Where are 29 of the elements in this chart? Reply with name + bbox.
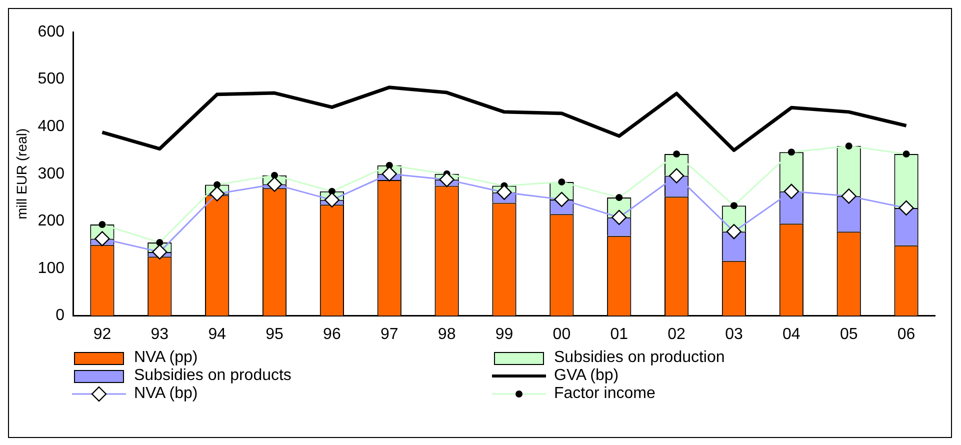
x-tick-label: 99 (495, 326, 514, 343)
y-tick-label: 600 (38, 23, 65, 40)
y-tick-label: 300 (38, 165, 65, 182)
legend-label: NVA (pp) (134, 349, 198, 367)
x-tick-label: 92 (93, 326, 112, 343)
y-tick-label: 500 (38, 70, 65, 88)
y-axis-title: mill EUR (real) (13, 128, 30, 220)
x-tick-label: 05 (840, 326, 858, 343)
x-tick-label: 97 (380, 326, 398, 343)
x-tick-label: 03 (725, 326, 743, 343)
x-tick-label: 95 (266, 326, 284, 343)
x-tick-label: 00 (552, 326, 571, 343)
y-tick-label: 100 (38, 260, 65, 277)
y-tick-label: 400 (38, 118, 65, 136)
y-tick-label: 200 (38, 212, 65, 230)
legend-label: GVA (bp) (554, 367, 619, 385)
x-tick-label: 06 (897, 326, 916, 343)
x-tick-label: 98 (438, 326, 456, 343)
legend-label: Subsidies on products (134, 367, 292, 385)
legend-label: Subsidies on production (554, 349, 725, 367)
x-tick-label: 02 (668, 326, 686, 343)
y-tick-label: 0 (56, 307, 65, 324)
x-tick-label: 96 (323, 326, 341, 343)
x-tick-label: 93 (150, 326, 169, 343)
x-tick-label: 94 (208, 326, 226, 343)
legend-label: Factor income (554, 385, 656, 403)
x-tick-label: 01 (610, 326, 628, 343)
legend-label: NVA (bp) (134, 385, 198, 403)
x-tick-label: 04 (782, 326, 800, 343)
